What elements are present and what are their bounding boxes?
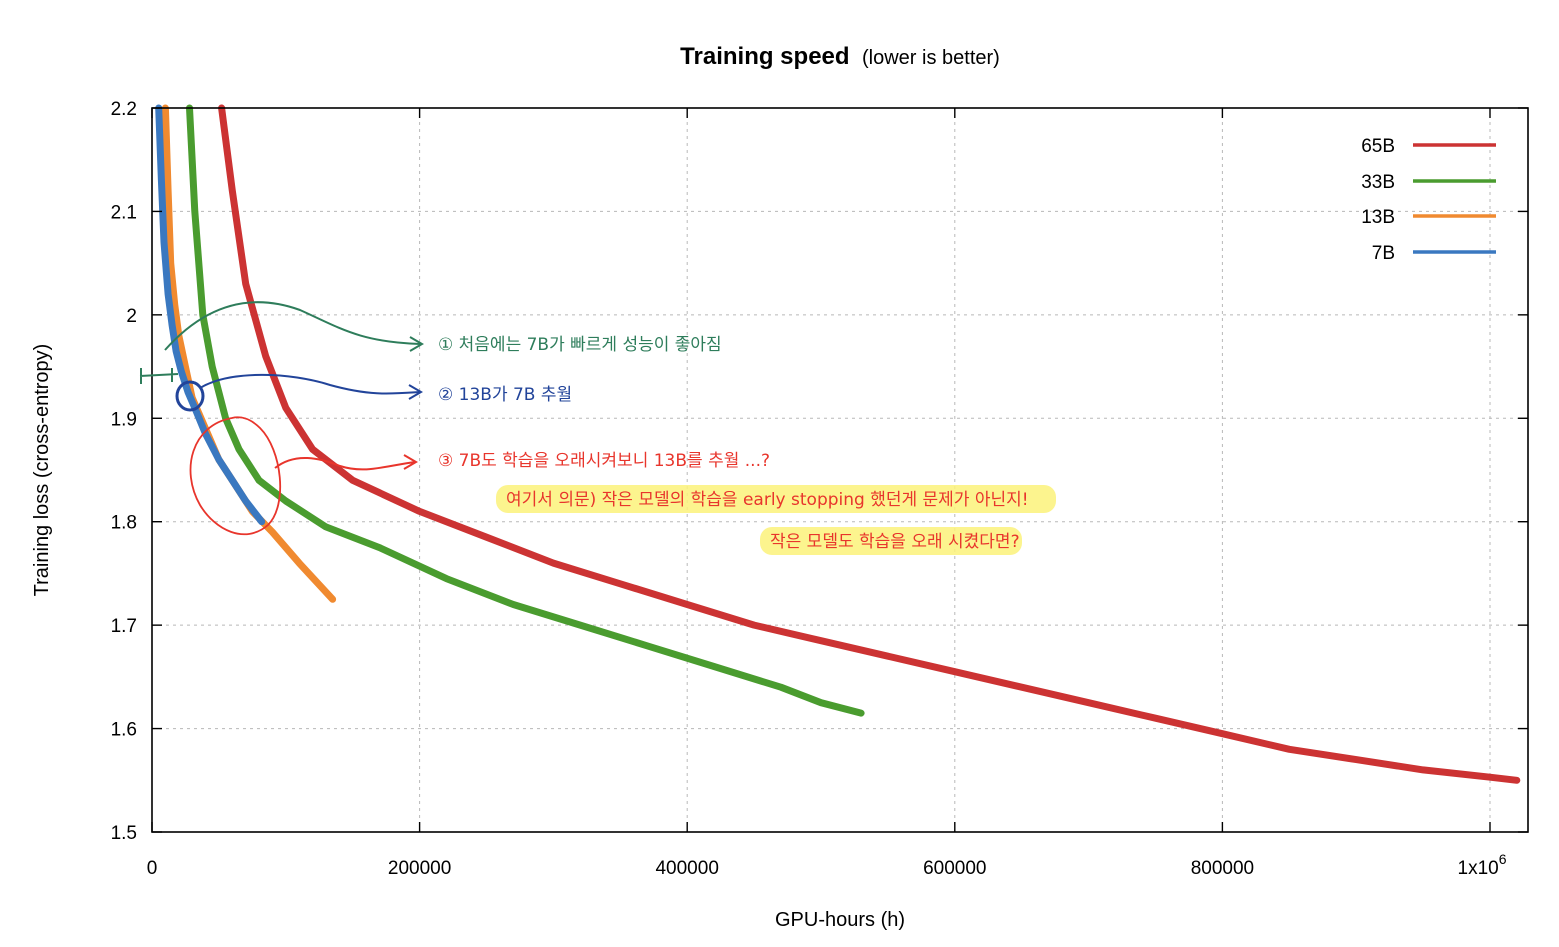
plot-frame xyxy=(151,107,1529,833)
legend-label-65b: 65B xyxy=(1361,136,1395,157)
series-group xyxy=(155,104,1521,784)
x-tick-label: 200000 xyxy=(388,858,451,879)
annotation-2-curve xyxy=(199,373,421,395)
y-tick-labels: 1.5 1.6 1.7 1.8 1.9 2 2.1 2.2 xyxy=(111,99,137,844)
annotation-4-text: 여기서 의문) 작은 모델의 학습을 early stopping 했던게 문제… xyxy=(506,490,1029,510)
annotation-1: ① 처음에는 7B가 빠르게 성능이 좋아짐 xyxy=(139,301,722,384)
annotation-3-circle xyxy=(189,416,281,536)
annotation-5-text: 작은 모델도 학습을 오래 시켰다면? xyxy=(770,532,1020,552)
highlight-5 xyxy=(760,527,1022,555)
y-tick-label: 2.1 xyxy=(111,202,137,223)
annotation-2-arrowhead xyxy=(408,384,423,400)
annotation-1-arrowhead xyxy=(409,336,424,352)
series-line-65b xyxy=(218,104,1521,784)
annotation-1-text: ① 처음에는 7B가 빠르게 성능이 좋아짐 xyxy=(438,335,722,355)
legend-label-33b: 33B xyxy=(1361,172,1395,193)
grid-lines xyxy=(152,108,1528,832)
annotation-3: ③ 7B도 학습을 오래시켜보니 13B를 추월 ...? xyxy=(189,416,770,536)
y-tick-label: 2 xyxy=(126,306,137,327)
annotation-1-bracket xyxy=(139,368,179,384)
y-tick-label: 1.6 xyxy=(111,720,137,741)
annotation-4: 여기서 의문) 작은 모델의 학습을 early stopping 했던게 문제… xyxy=(496,485,1056,513)
y-tick-label: 1.5 xyxy=(111,823,137,844)
y-axis-label: Training loss (cross-entropy) xyxy=(31,344,53,597)
x-tick-label: 800000 xyxy=(1191,858,1254,879)
highlight-4 xyxy=(496,485,1056,513)
x-tick-label: 600000 xyxy=(923,858,986,879)
tick-marks xyxy=(151,107,1528,833)
annotation-3-arrowhead xyxy=(403,454,418,470)
x-tick-exponent: 6 xyxy=(1499,851,1507,867)
title-main: Training speed xyxy=(680,43,849,70)
legend: 65B 33B 13B 7B xyxy=(1361,136,1496,264)
annotation-3-text: ③ 7B도 학습을 오래시켜보니 13B를 추월 ...? xyxy=(438,451,770,471)
annotation-5: 작은 모델도 학습을 오래 시켰다면? xyxy=(760,527,1022,555)
x-tick-labels: 0 200000 400000 600000 800000 1x106 xyxy=(147,851,1507,879)
y-tick-label: 1.8 xyxy=(111,513,137,534)
x-tick-label: 0 xyxy=(147,858,158,879)
series-line-33b xyxy=(186,104,865,717)
annotation-2-text: ② 13B가 7B 추월 xyxy=(438,385,572,405)
x-axis-label: GPU-hours (h) xyxy=(775,909,905,931)
legend-label-13b: 13B xyxy=(1361,207,1395,228)
x-tick-label: 1x106 xyxy=(1458,851,1507,879)
title-subtitle: (lower is better) xyxy=(862,47,1000,69)
chart-title: Training speed (lower is better) xyxy=(680,43,1000,70)
y-tick-label: 1.9 xyxy=(111,409,137,430)
y-tick-label: 1.7 xyxy=(111,616,137,637)
annotation-2: ② 13B가 7B 추월 xyxy=(175,373,572,412)
annotation-2-circle xyxy=(175,380,205,412)
legend-label-7b: 7B xyxy=(1372,243,1395,264)
annotation-3-curve xyxy=(274,456,416,471)
y-tick-label: 2.2 xyxy=(111,99,137,120)
x-tick-label: 400000 xyxy=(655,858,718,879)
annotation-1-curve xyxy=(164,301,421,351)
